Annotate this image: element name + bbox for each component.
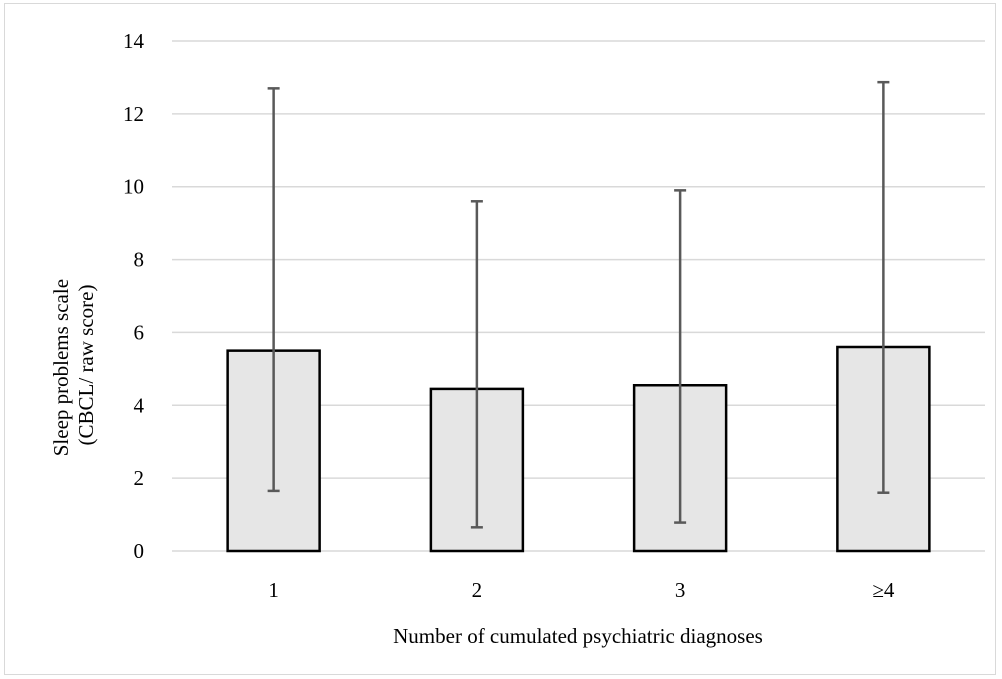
error-bars-group: [267, 80, 890, 529]
y-tick-label: 2: [134, 466, 145, 490]
error-bar: [267, 87, 280, 493]
y-tick-labels: 0 2 4 6 8 10 12 14: [123, 29, 145, 563]
error-bar: [674, 189, 687, 524]
error-bar: [877, 80, 890, 494]
y-tick-label: 0: [134, 539, 145, 563]
x-axis-title: Number of cumulated psychiatric diagnose…: [393, 624, 763, 648]
y-tick-label: 8: [134, 248, 145, 272]
y-tick-label: 12: [123, 102, 144, 126]
x-tick-labels: 1 2 3 ≥4: [268, 578, 895, 602]
y-tick-label: 6: [134, 320, 145, 344]
x-tick-label: 1: [268, 578, 279, 602]
y-tick-label: 14: [123, 29, 145, 53]
x-tick-label: ≥4: [872, 578, 895, 602]
error-bar: [470, 200, 483, 529]
y-axis-title-line-2: (CBCL/ raw score): [74, 285, 98, 446]
y-axis-title-line-1: Sleep problems scale: [49, 279, 73, 456]
chart-frame: [4, 3, 996, 675]
y-tick-label: 10: [123, 175, 144, 199]
x-tick-label: 3: [675, 578, 686, 602]
x-tick-label: 2: [472, 578, 483, 602]
y-axis-title: Sleep problems scale (CBCL/ raw score): [49, 274, 98, 457]
y-tick-label: 4: [134, 393, 145, 417]
bars-group: [226, 345, 931, 553]
